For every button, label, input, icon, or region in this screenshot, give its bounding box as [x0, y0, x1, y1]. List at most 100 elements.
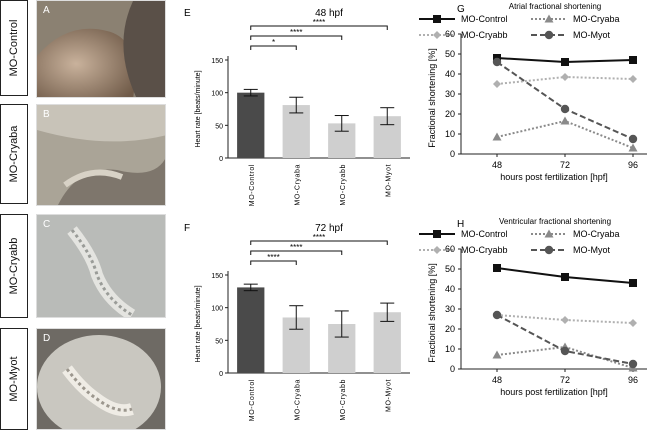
legend-label: MO-Cryabb: [461, 30, 508, 40]
marker-square: [433, 230, 441, 238]
marker-circle: [544, 245, 554, 255]
bar-mo-control: [237, 92, 265, 158]
marker-triangle: [628, 143, 638, 152]
chart-title: 48 hpf: [315, 8, 343, 19]
micrograph-c: C: [36, 214, 166, 318]
x-tick-label: MO-Myot: [385, 164, 392, 197]
marker-diamond: [433, 246, 441, 254]
significance-label: ****: [313, 233, 325, 242]
legend-label: MO-Control: [461, 229, 508, 239]
marker-square: [629, 56, 637, 64]
y-tick-label: 150: [211, 58, 223, 65]
x-tick-label: 72: [560, 375, 570, 385]
legend-label: MO-Cryabb: [461, 245, 508, 255]
x-tick-label: 72: [560, 160, 570, 170]
significance-bracket: [250, 260, 297, 265]
marker-circle: [628, 134, 638, 144]
y-tick-label: 50: [445, 264, 455, 274]
y-tick-label: 40: [445, 284, 455, 294]
marker-square: [433, 15, 441, 23]
x-tick-label: MO-Cryaba: [294, 379, 301, 421]
y-tick-label: 50: [215, 338, 223, 345]
y-tick-label: 60: [445, 244, 455, 254]
y-axis-label: Heart rate [beats/minute]: [195, 285, 202, 362]
x-tick-label: MO-Control: [249, 379, 256, 421]
panel-letter-d: D: [43, 333, 51, 344]
marker-circle: [492, 57, 502, 67]
marker-square: [493, 264, 501, 272]
x-axis-label: hours post fertilization [hpf]: [500, 387, 608, 397]
x-tick-label: MO-Cryabb: [340, 379, 347, 421]
micrograph-d: D: [36, 328, 166, 430]
row-label-mo-control: MO-Control: [0, 0, 28, 96]
marker-diamond: [561, 73, 569, 81]
marker-circle: [544, 30, 554, 40]
y-tick-label: 30: [445, 304, 455, 314]
bar-mo-myot: [373, 312, 401, 373]
x-tick-label: MO-Cryabb: [340, 164, 347, 206]
x-tick-label: MO-Cryaba: [294, 164, 301, 206]
chart-e-heart-rate-48hpf: E 48 hpf 0 50 100 150 Heart rate [beats/minute…: [184, 8, 410, 206]
marker-triangle: [544, 14, 554, 23]
y-tick-label: 100: [211, 91, 223, 98]
y-tick-label: 30: [445, 89, 455, 99]
significance-label: ****: [313, 18, 325, 27]
marker-circle: [560, 346, 570, 356]
y-tick-label: 60: [445, 29, 455, 39]
marker-triangle: [492, 350, 502, 359]
chart-title: Ventricular fractional shortening: [499, 217, 611, 226]
marker-square: [629, 279, 637, 287]
significance-label: ****: [290, 243, 302, 252]
chart-title: 72 hpf: [315, 223, 343, 234]
significance-label: ****: [290, 28, 302, 37]
marker-circle: [560, 104, 570, 114]
marker-diamond: [433, 31, 441, 39]
marker-diamond: [629, 319, 637, 327]
y-tick-label: 150: [211, 273, 223, 280]
marker-circle: [628, 359, 638, 369]
x-tick-label: MO-Control: [249, 164, 256, 206]
bar-mo-control: [237, 287, 265, 373]
micrograph-a: A: [36, 0, 166, 98]
y-tick-label: 10: [445, 344, 455, 354]
x-tick-label: 48: [492, 375, 502, 385]
marker-square: [561, 273, 569, 281]
significance-bracket: [250, 250, 343, 255]
panel-letter-a: A: [43, 5, 50, 16]
panel-letter: E: [184, 8, 191, 19]
x-tick-label: 96: [628, 160, 638, 170]
y-tick-label: 40: [445, 69, 455, 79]
row-label-mo-cryabb: MO-Cryabb: [0, 214, 28, 318]
legend-label: MO-Control: [461, 14, 508, 24]
micrograph-b: B: [36, 104, 166, 206]
row-label-mo-myot: MO-Myot: [0, 328, 28, 430]
chart-h-ventricular-fs: H Ventricular fractional shortening MO-Con…: [419, 217, 647, 397]
y-axis-label: Fractional shortening [%]: [427, 263, 437, 363]
x-tick-label: 48: [492, 160, 502, 170]
marker-diamond: [493, 80, 501, 88]
x-tick-label: MO-Myot: [385, 379, 392, 412]
marker-diamond: [629, 75, 637, 83]
marker-triangle: [560, 116, 570, 125]
marker-diamond: [561, 316, 569, 324]
legend-label: MO-Myot: [573, 245, 610, 255]
significance-bracket: [250, 35, 343, 40]
marker-circle: [492, 310, 502, 320]
marker-square: [561, 58, 569, 66]
legend-label: MO-Myot: [573, 30, 610, 40]
chart-f-heart-rate-72hpf: F 72 hpf 0 50 100 150 Heart rate [beats/minute…: [184, 223, 410, 421]
y-axis-label: Fractional shortening [%]: [427, 48, 437, 148]
panel-letter-c: C: [43, 219, 51, 230]
significance-label: ****: [267, 253, 279, 262]
y-tick-label: 100: [211, 306, 223, 313]
panel-letter: H: [457, 219, 464, 230]
significance-bracket: [250, 45, 297, 50]
y-axis-label: Heart rate [beats/minute]: [195, 70, 202, 147]
significance-bracket: [250, 25, 388, 30]
row-label-mo-cryaba: MO-Cryaba: [0, 104, 28, 204]
y-tick-label: 0: [219, 156, 223, 163]
y-tick-label: 50: [215, 123, 223, 130]
bar-mo-cryaba: [282, 105, 310, 158]
series-line-mo-cryaba: [496, 119, 634, 149]
